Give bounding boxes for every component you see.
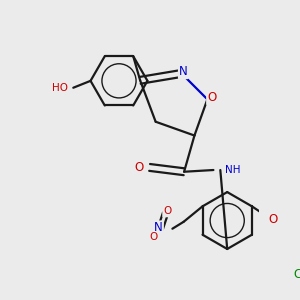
Text: O: O <box>163 206 171 217</box>
Text: NH: NH <box>225 165 240 175</box>
Text: HO: HO <box>52 83 68 93</box>
Text: O: O <box>135 161 144 174</box>
Text: O: O <box>269 213 278 226</box>
Text: O: O <box>149 232 158 242</box>
Text: O: O <box>207 91 216 104</box>
Text: N: N <box>179 65 188 78</box>
Text: Cl: Cl <box>293 268 300 281</box>
Text: N: N <box>154 221 163 234</box>
